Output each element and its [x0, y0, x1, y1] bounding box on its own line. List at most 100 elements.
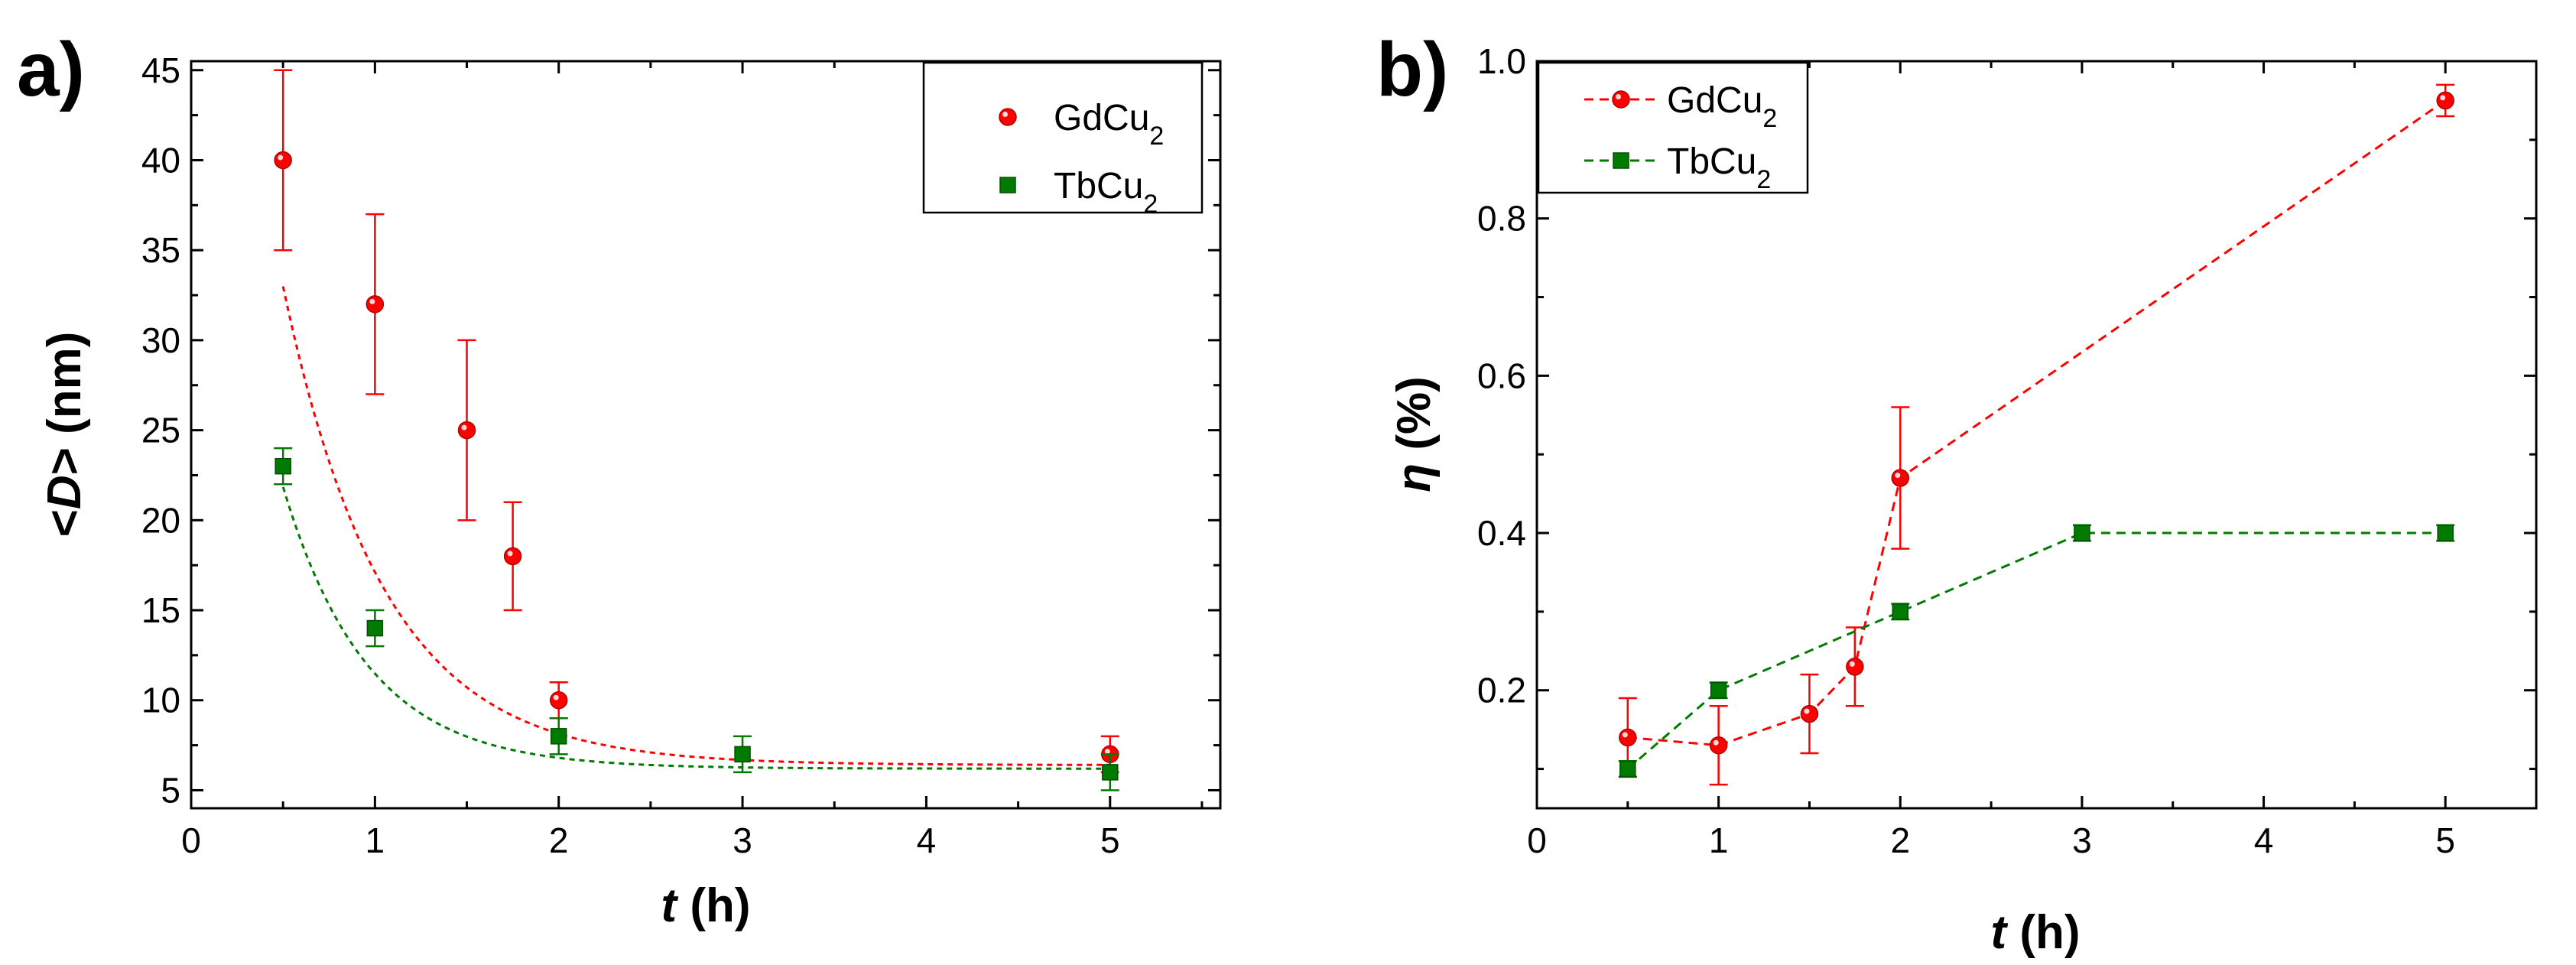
- y-tick-label: 5: [161, 770, 180, 810]
- legend-item: TbCu2: [999, 166, 1158, 219]
- series-tbcu2: [1618, 524, 2455, 778]
- data-point-highlight: [278, 154, 284, 161]
- data-point-highlight: [2440, 95, 2446, 101]
- legend-label: TbCu2: [1667, 141, 1771, 194]
- data-point-highlight: [1622, 732, 1628, 738]
- fit-curve: [281, 486, 1110, 770]
- y-tick-label: 35: [141, 230, 180, 270]
- legend-marker: [999, 177, 1016, 193]
- data-point: [550, 728, 567, 745]
- legend-label-subscript: 2: [1149, 122, 1164, 151]
- data-point: [1710, 681, 1727, 699]
- legend-label: TbCu2: [1054, 166, 1158, 219]
- y-tick-label: 10: [141, 681, 180, 720]
- x-axis-unit: (h): [2006, 906, 2080, 959]
- y-tick-label: 40: [141, 140, 180, 180]
- x-tick-label: 1: [365, 820, 385, 860]
- legend-label-subscript: 2: [1762, 104, 1777, 133]
- legend-box: [922, 61, 1204, 214]
- panel-label: a): [17, 27, 85, 112]
- series-gdcu2: [1618, 83, 2455, 786]
- data-point-highlight: [553, 694, 559, 700]
- series-line: [1627, 99, 2447, 747]
- x-axis-variable: t: [661, 879, 678, 932]
- x-tick-label: 3: [2072, 820, 2092, 860]
- legend-label-base: TbCu: [1667, 141, 1756, 182]
- data-point: [503, 547, 522, 566]
- x-tick-label: 4: [917, 820, 937, 860]
- data-point: [1102, 764, 1119, 781]
- legend-label-subscript: 2: [1756, 165, 1771, 194]
- data-point: [1892, 603, 1909, 620]
- data-point: [2437, 525, 2454, 541]
- y-axis-prefix: <: [38, 509, 91, 537]
- x-tick-label: 5: [2435, 820, 2455, 860]
- data-point-highlight: [1849, 661, 1855, 667]
- legend-marker: [999, 108, 1017, 126]
- data-point-highlight: [1713, 739, 1719, 746]
- plot-frame: [1535, 60, 2538, 810]
- y-tick-label: 0.4: [1477, 513, 1526, 553]
- x-tick-label: 2: [549, 820, 569, 860]
- data-point: [1619, 728, 1637, 747]
- y-axis-unit: > (nm): [38, 332, 91, 476]
- legend-marker-highlight: [1616, 94, 1621, 99]
- legend-label: GdCu2: [1667, 80, 1777, 133]
- x-tick-label: 1: [1709, 820, 1729, 860]
- panel-b: 0 1 2 3 4 50.20.40.60.81.0b)t (h)η (%)GdCu2Tb…: [1376, 27, 2538, 959]
- series-line: [1626, 531, 2446, 770]
- y-tick-label: 20: [141, 500, 180, 540]
- panel-label: b): [1376, 27, 1448, 112]
- x-tick-label: 0: [1527, 820, 1547, 860]
- data-point: [2436, 91, 2454, 110]
- y-axis-variable: η: [1388, 463, 1441, 492]
- x-axis-title: t (h): [1990, 906, 2080, 959]
- data-point: [274, 457, 291, 475]
- data-point: [457, 421, 476, 440]
- x-tick-label: 5: [1100, 820, 1120, 860]
- fit-curve: [281, 286, 1110, 766]
- legend-label-base: GdCu: [1667, 80, 1762, 121]
- data-point: [1709, 736, 1728, 755]
- x-tick-label: 4: [2254, 820, 2274, 860]
- x-axis-variable: t: [1990, 906, 2008, 959]
- data-point: [1891, 469, 1910, 487]
- y-tick-label: 0.6: [1477, 356, 1526, 395]
- legend-item: GdCu2: [999, 98, 1164, 151]
- legend-label-subscript: 2: [1143, 190, 1158, 219]
- legend-marker-highlight: [1002, 112, 1008, 117]
- legend-item: TbCu2: [1584, 141, 1771, 194]
- legend-marker: [1613, 152, 1629, 169]
- legend-box: [1537, 61, 1809, 194]
- data-point: [365, 295, 385, 314]
- series-tbcu2: [274, 447, 1119, 791]
- data-point-highlight: [1895, 473, 1901, 479]
- data-point: [734, 746, 751, 763]
- data-point-highlight: [461, 424, 467, 431]
- legend-label-base: GdCu: [1054, 98, 1149, 138]
- data-point-highlight: [1804, 708, 1810, 714]
- data-point: [549, 690, 568, 710]
- plot-frame: [190, 60, 1222, 810]
- data-point: [2074, 525, 2090, 541]
- data-point: [274, 151, 292, 170]
- data-point: [366, 619, 384, 637]
- data-point-highlight: [369, 298, 375, 304]
- legend-label-base: TbCu: [1054, 166, 1143, 206]
- y-tick-label: 0.2: [1477, 671, 1526, 710]
- x-tick-label: 3: [733, 820, 752, 860]
- y-tick-label: 1.0: [1477, 41, 1526, 81]
- legend-label: GdCu2: [1054, 98, 1164, 151]
- legend-item: GdCu2: [1584, 80, 1777, 133]
- y-tick-label: 15: [141, 590, 180, 630]
- legend-marker: [1612, 90, 1630, 109]
- y-tick-label: 25: [141, 411, 180, 450]
- y-tick-label: 30: [141, 320, 180, 360]
- y-tick-label: 45: [141, 50, 180, 90]
- data-point-highlight: [507, 551, 513, 557]
- data-point: [1800, 704, 1819, 723]
